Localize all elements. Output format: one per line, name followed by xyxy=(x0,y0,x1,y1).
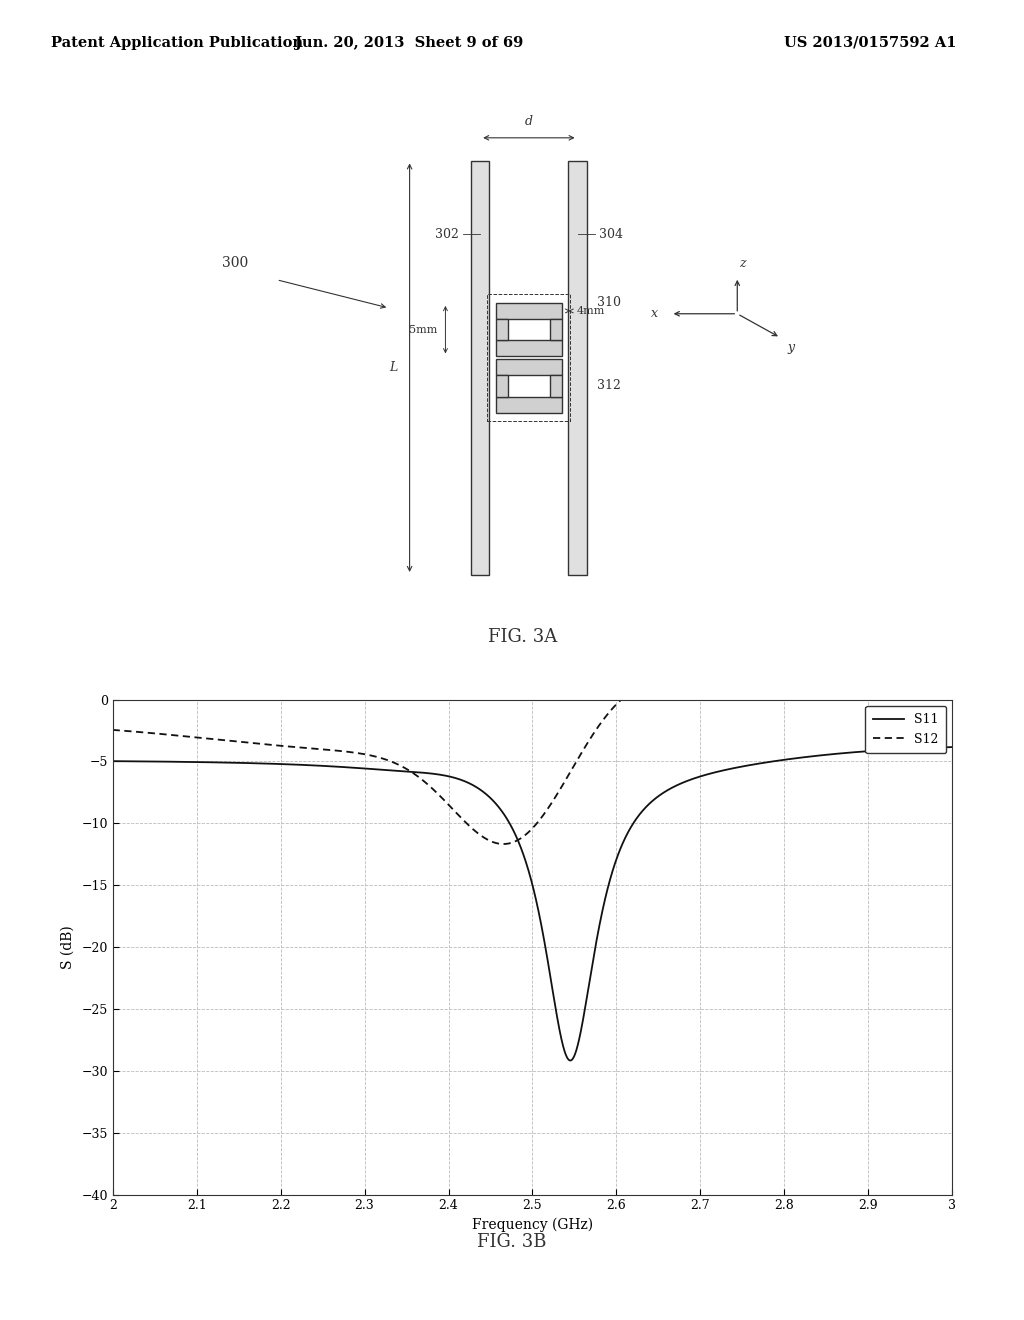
Text: y: y xyxy=(787,342,795,355)
S12 xyxy=(930,671,942,686)
Text: z: z xyxy=(739,257,745,271)
Y-axis label: S (dB): S (dB) xyxy=(60,925,75,969)
S12 xyxy=(946,671,958,686)
Text: 4mm: 4mm xyxy=(577,306,605,315)
Polygon shape xyxy=(568,161,587,576)
S12 xyxy=(498,836,510,851)
S12 xyxy=(106,722,119,738)
S12 xyxy=(252,735,264,751)
S11 xyxy=(203,754,215,770)
S11 xyxy=(840,744,852,760)
Line: S12: S12 xyxy=(113,673,952,843)
S11 xyxy=(930,739,942,755)
Polygon shape xyxy=(496,375,508,396)
Text: Patent Application Publication: Patent Application Publication xyxy=(51,36,303,50)
S11 xyxy=(465,776,477,792)
Polygon shape xyxy=(550,375,562,396)
Polygon shape xyxy=(496,319,508,341)
S11 xyxy=(428,766,440,781)
Legend: S11, S12: S11, S12 xyxy=(865,706,946,754)
S11 xyxy=(106,754,119,770)
Polygon shape xyxy=(496,396,562,413)
Text: 304: 304 xyxy=(599,228,623,240)
Text: 302: 302 xyxy=(435,228,459,240)
Text: 5mm: 5mm xyxy=(409,325,437,335)
Text: US 2013/0157592 A1: US 2013/0157592 A1 xyxy=(784,36,956,50)
Polygon shape xyxy=(550,319,562,341)
S12 xyxy=(428,783,440,799)
X-axis label: Frequency (GHz): Frequency (GHz) xyxy=(472,1218,593,1233)
Text: L: L xyxy=(389,362,397,374)
S11 xyxy=(252,755,264,771)
S12 xyxy=(716,665,728,681)
S11 xyxy=(946,739,958,755)
Line: S11: S11 xyxy=(113,747,952,1060)
Polygon shape xyxy=(496,304,562,319)
S11 xyxy=(564,1052,577,1068)
Text: 312: 312 xyxy=(597,379,621,392)
Polygon shape xyxy=(471,161,489,576)
Polygon shape xyxy=(496,359,562,375)
S12 xyxy=(840,668,852,684)
S12 xyxy=(465,820,477,836)
Polygon shape xyxy=(496,341,562,356)
Text: FIG. 3A: FIG. 3A xyxy=(487,628,557,647)
Text: FIG. 3B: FIG. 3B xyxy=(477,1233,547,1251)
Text: 310: 310 xyxy=(597,296,621,309)
Text: Jun. 20, 2013  Sheet 9 of 69: Jun. 20, 2013 Sheet 9 of 69 xyxy=(296,36,523,50)
Text: 300: 300 xyxy=(222,256,249,269)
Text: x: x xyxy=(651,308,658,321)
S12 xyxy=(203,731,215,747)
Text: d: d xyxy=(525,115,532,128)
